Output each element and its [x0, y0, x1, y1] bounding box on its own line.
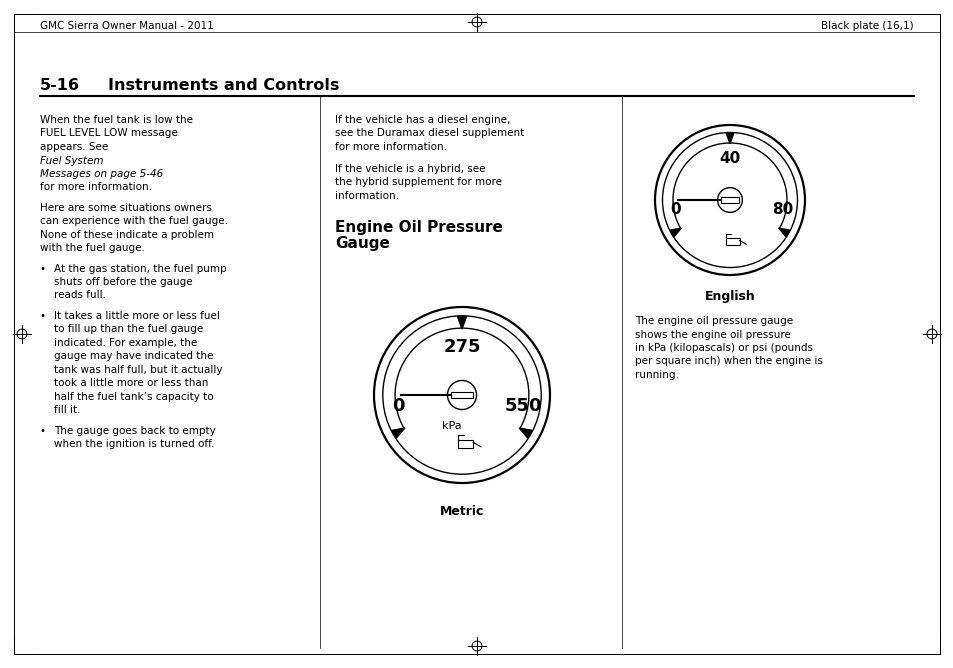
- Text: Fuel System: Fuel System: [40, 156, 103, 166]
- Text: to fill up than the fuel gauge: to fill up than the fuel gauge: [54, 324, 203, 334]
- Text: Gauge: Gauge: [335, 236, 390, 251]
- Text: FUEL LEVEL LOW message: FUEL LEVEL LOW message: [40, 128, 177, 138]
- Text: The engine oil pressure gauge: The engine oil pressure gauge: [635, 316, 792, 326]
- Text: gauge may have indicated the: gauge may have indicated the: [54, 351, 213, 361]
- Text: shows the engine oil pressure: shows the engine oil pressure: [635, 329, 790, 339]
- Text: appears. See: appears. See: [40, 142, 112, 152]
- Text: •: •: [40, 426, 46, 436]
- Polygon shape: [518, 428, 532, 438]
- Text: per square inch) when the engine is: per square inch) when the engine is: [635, 357, 822, 367]
- Text: It takes a little more or less fuel: It takes a little more or less fuel: [54, 311, 219, 321]
- Text: can experience with the fuel gauge.: can experience with the fuel gauge.: [40, 216, 228, 226]
- Text: GMC Sierra Owner Manual - 2011: GMC Sierra Owner Manual - 2011: [40, 21, 213, 31]
- Text: running.: running.: [635, 370, 679, 380]
- FancyBboxPatch shape: [451, 392, 472, 398]
- Text: Messages on page 5-46: Messages on page 5-46: [40, 169, 163, 179]
- Polygon shape: [670, 228, 680, 236]
- Text: 5-16: 5-16: [40, 78, 80, 93]
- Text: 80: 80: [771, 202, 792, 216]
- Text: 0: 0: [392, 397, 404, 415]
- Text: If the vehicle is a hybrid, see: If the vehicle is a hybrid, see: [335, 164, 485, 174]
- Polygon shape: [392, 428, 404, 438]
- Text: 550: 550: [504, 397, 542, 415]
- Text: Here are some situations owners: Here are some situations owners: [40, 203, 212, 212]
- Text: Instruments and Controls: Instruments and Controls: [108, 78, 339, 93]
- Text: reads full.: reads full.: [54, 291, 106, 301]
- Text: 0: 0: [670, 202, 680, 216]
- Polygon shape: [457, 317, 466, 329]
- Text: took a little more or less than: took a little more or less than: [54, 378, 208, 388]
- Text: Black plate (16,1): Black plate (16,1): [821, 21, 913, 31]
- Text: The gauge goes back to empty: The gauge goes back to empty: [54, 426, 215, 436]
- Text: for more information.: for more information.: [335, 142, 447, 152]
- Text: 275: 275: [443, 337, 480, 355]
- Text: shuts off before the gauge: shuts off before the gauge: [54, 277, 193, 287]
- Text: •: •: [40, 311, 46, 321]
- Text: information.: information.: [335, 190, 398, 200]
- Text: When the fuel tank is low the: When the fuel tank is low the: [40, 115, 193, 125]
- Text: kPa: kPa: [441, 421, 460, 431]
- Text: the hybrid supplement for more: the hybrid supplement for more: [335, 177, 501, 187]
- Bar: [457, 440, 473, 448]
- Bar: [725, 238, 739, 245]
- Text: for more information.: for more information.: [40, 182, 152, 192]
- Text: tank was half full, but it actually: tank was half full, but it actually: [54, 365, 222, 375]
- Text: At the gas station, the fuel pump: At the gas station, the fuel pump: [54, 263, 227, 273]
- Text: indicated. For example, the: indicated. For example, the: [54, 338, 197, 348]
- Text: in kPa (kilopascals) or psi (pounds: in kPa (kilopascals) or psi (pounds: [635, 343, 812, 353]
- Text: •: •: [40, 263, 46, 273]
- Text: English: English: [704, 290, 755, 303]
- Text: Metric: Metric: [439, 505, 484, 518]
- Text: with the fuel gauge.: with the fuel gauge.: [40, 243, 145, 253]
- Polygon shape: [778, 228, 789, 236]
- Polygon shape: [725, 133, 733, 144]
- Text: when the ignition is turned off.: when the ignition is turned off.: [54, 439, 214, 449]
- Text: None of these indicate a problem: None of these indicate a problem: [40, 230, 213, 240]
- Text: half the fuel tank’s capacity to: half the fuel tank’s capacity to: [54, 391, 213, 401]
- Text: Engine Oil Pressure: Engine Oil Pressure: [335, 220, 502, 235]
- Text: fill it.: fill it.: [54, 405, 80, 415]
- Text: If the vehicle has a diesel engine,: If the vehicle has a diesel engine,: [335, 115, 510, 125]
- Text: 40: 40: [719, 151, 740, 166]
- Text: see the Duramax diesel supplement: see the Duramax diesel supplement: [335, 128, 524, 138]
- FancyBboxPatch shape: [720, 197, 739, 202]
